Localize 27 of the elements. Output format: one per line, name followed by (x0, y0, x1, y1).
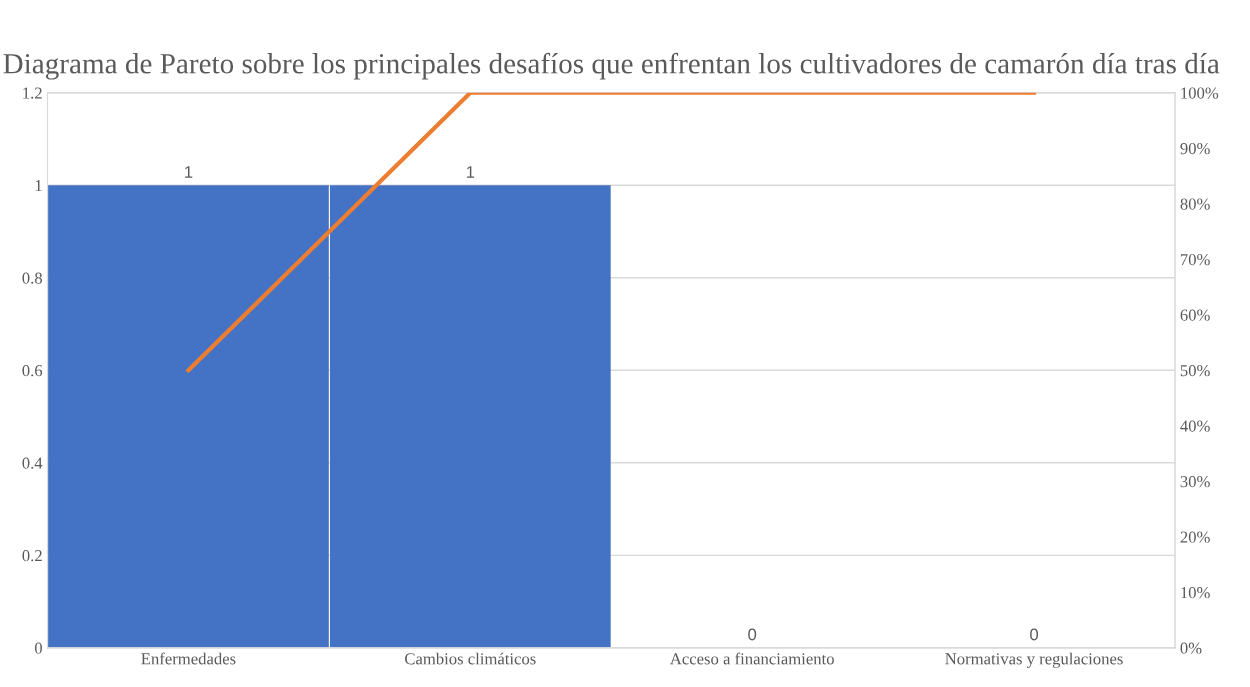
y-tick-label: 0.2 (22, 550, 42, 562)
y-tick-label: 0.6 (22, 364, 43, 377)
data-label: 1 (185, 166, 193, 178)
x-tick-label: Cambios climáticos (405, 652, 536, 665)
data-label: 1 (466, 166, 475, 178)
y2-tick-label: 30% (1180, 476, 1210, 488)
y-tick-label: 1 (35, 180, 42, 192)
y2-tick-label: 80% (1180, 198, 1210, 210)
y-tick-label: 0.8 (22, 272, 42, 284)
y-tick-label: 1.2 (23, 87, 42, 99)
data-label: 0 (1030, 628, 1039, 641)
y2-tick-label: 20% (1180, 531, 1210, 543)
y2-tick-label: 70% (1180, 253, 1210, 266)
y2-tick-label: 100% (1181, 87, 1219, 99)
y2-tick-label: 10% (1181, 587, 1210, 599)
chart-title: Diagrama de Pareto sobre los principales desafíos que enfrentan los cultivadores de camarón día tras día (3, 52, 1220, 80)
y2-tick-label: 60% (1180, 309, 1210, 321)
y2-tick-label: 50% (1180, 364, 1210, 377)
y-tick-label: 0 (34, 642, 42, 654)
data-label: 0 (748, 628, 757, 641)
x-tick-label: Enfermedades (141, 652, 236, 665)
y2-tick-label: 90% (1180, 142, 1210, 155)
y-tick-label: 0.4 (22, 457, 43, 469)
y2-tick-label: 0% (1180, 642, 1202, 654)
x-tick-label: Normativas y regulaciones (945, 652, 1123, 668)
x-tick-label: Acceso a financiamiento (669, 652, 834, 665)
y2-tick-label: 40% (1180, 420, 1210, 432)
